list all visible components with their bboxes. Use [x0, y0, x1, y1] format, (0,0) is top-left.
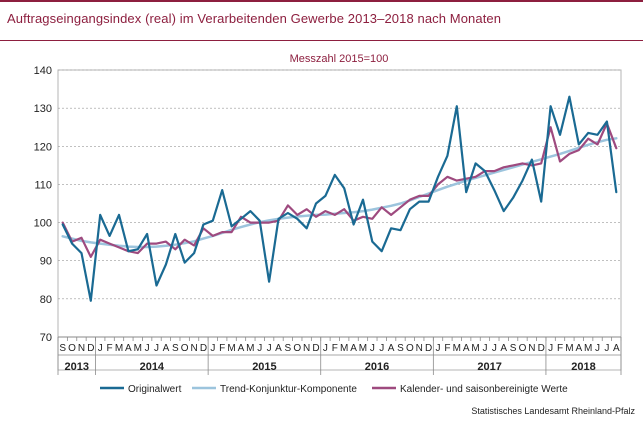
y-axis-ticks: 70 80 90 100 110 120 130 140 [34, 65, 52, 344]
month-label: O [293, 343, 301, 354]
month-label: D [200, 343, 207, 354]
page-title: Auftragseingangsindex (real) im Verarbei… [7, 11, 502, 26]
y-tick-label: 120 [34, 141, 52, 153]
month-label: M [359, 343, 367, 354]
month-label: J [154, 343, 159, 354]
month-label: M [340, 343, 348, 354]
year-label: 2017 [477, 361, 501, 373]
series-lines [61, 95, 618, 302]
month-label: F [107, 343, 113, 354]
legend: Originalwert Trend-Konjunktur-Komponente K… [100, 384, 568, 395]
month-label: J [492, 343, 497, 354]
chart-subtitle: Messzahl 2015=100 [290, 53, 389, 65]
month-label: A [388, 343, 395, 354]
y-tick-label: 100 [34, 218, 52, 230]
month-label: M [584, 343, 592, 354]
month-label: A [613, 343, 620, 354]
month-label: S [397, 343, 404, 354]
month-label: S [510, 343, 517, 354]
month-label: O [181, 343, 189, 354]
top-accent-line [0, 0, 643, 2]
month-label: O [519, 343, 527, 354]
month-label: M [453, 343, 461, 354]
year-label: 2018 [571, 361, 595, 373]
year-label: 2016 [365, 361, 389, 373]
month-label: N [78, 343, 85, 354]
month-label: J [267, 343, 272, 354]
month-label: N [416, 343, 423, 354]
y-tick-label: 140 [34, 65, 52, 77]
plot-area-border [57, 69, 622, 371]
year-label: 2013 [65, 361, 89, 373]
month-label: J [595, 343, 600, 354]
month-label: S [172, 343, 179, 354]
month-label: J [548, 343, 553, 354]
series-line-original [61, 95, 618, 302]
source-note: Statistisches Landesamt Rheinland-Pfalz [471, 406, 635, 416]
month-label: N [190, 343, 197, 354]
series-line-trend [61, 137, 618, 249]
month-label: D [425, 343, 432, 354]
month-label: A [463, 343, 470, 354]
month-label: F [332, 343, 338, 354]
month-label: F [557, 343, 563, 354]
legend-label: Kalender- und saisonbereinigte Werte [400, 384, 568, 395]
year-label: 2015 [252, 361, 276, 373]
month-label: M [565, 343, 573, 354]
month-label: J [145, 343, 150, 354]
month-label: J [257, 343, 262, 354]
month-label: A [500, 343, 507, 354]
y-tick-label: 130 [34, 103, 52, 115]
title-divider [0, 40, 643, 41]
month-label: F [219, 343, 225, 354]
month-label: J [323, 343, 328, 354]
month-label: J [379, 343, 384, 354]
y-tick-label: 90 [40, 256, 52, 268]
month-label: A [238, 343, 245, 354]
month-label: S [59, 343, 66, 354]
month-label: J [210, 343, 215, 354]
month-label: O [406, 343, 414, 354]
month-label: M [115, 343, 123, 354]
month-label: A [163, 343, 170, 354]
series-line-seasonal [61, 122, 618, 258]
month-label: M [134, 343, 142, 354]
month-label: M [246, 343, 254, 354]
gridlines [58, 69, 621, 338]
month-label: M [227, 343, 235, 354]
month-label: A [575, 343, 582, 354]
month-label: J [98, 343, 103, 354]
month-label: J [436, 343, 441, 354]
year-label: 2014 [140, 361, 165, 373]
month-label: J [482, 343, 487, 354]
legend-label: Trend-Konjunktur-Komponente [220, 384, 357, 395]
month-label: D [87, 343, 94, 354]
y-tick-label: 80 [40, 294, 52, 306]
month-label: A [350, 343, 357, 354]
month-label: S [285, 343, 292, 354]
month-label: O [68, 343, 76, 354]
month-label: D [538, 343, 545, 354]
month-label: J [370, 343, 375, 354]
y-tick-label: 110 [34, 179, 52, 191]
month-label: J [604, 343, 609, 354]
month-label: A [275, 343, 282, 354]
month-label: D [312, 343, 319, 354]
month-label: N [528, 343, 535, 354]
legend-label: Originalwert [128, 384, 182, 395]
month-label: A [125, 343, 132, 354]
y-tick-label: 70 [40, 332, 52, 344]
month-label: M [471, 343, 479, 354]
month-label: N [303, 343, 310, 354]
month-label: F [444, 343, 450, 354]
